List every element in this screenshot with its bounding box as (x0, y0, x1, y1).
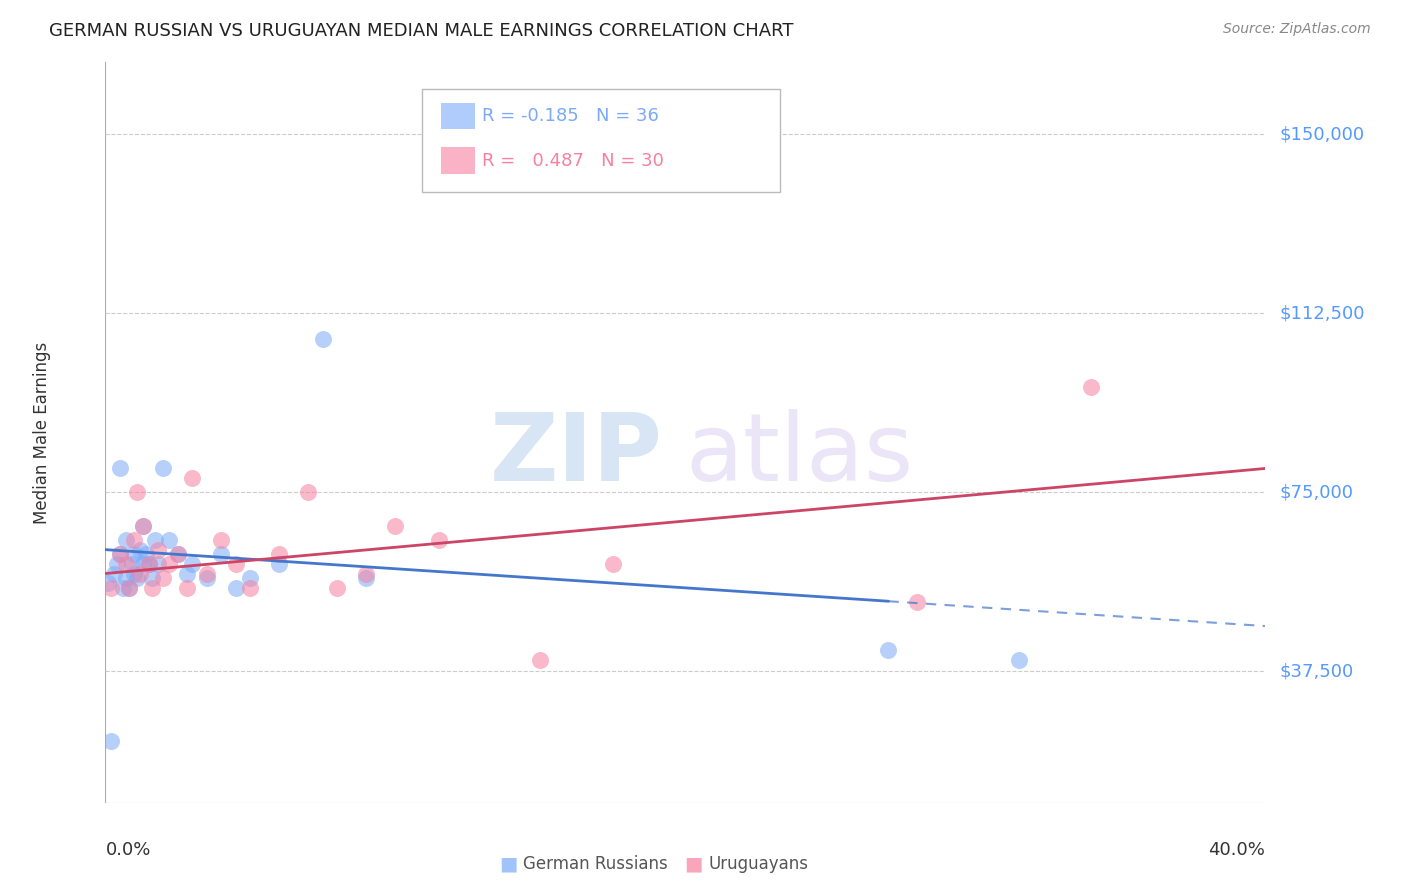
Text: $150,000: $150,000 (1279, 125, 1364, 143)
Point (114, 571, 136, 585)
Point (269, 548, 291, 562)
Point (312, 333, 335, 347)
Point (143, 533, 166, 547)
Point (211, 548, 233, 562)
Point (157, 557, 180, 571)
Point (135, 548, 157, 562)
Point (124, 548, 146, 562)
Point (907, 595, 929, 609)
Point (121, 557, 143, 571)
Point (181, 557, 204, 571)
Point (141, 581, 163, 595)
Point (225, 581, 247, 595)
Point (124, 566, 146, 581)
Point (195, 566, 218, 581)
Text: $75,000: $75,000 (1279, 483, 1354, 501)
Point (138, 557, 160, 571)
Point (167, 548, 190, 562)
Point (97, 576, 120, 591)
Point (239, 581, 262, 595)
Point (108, 548, 131, 562)
Point (152, 571, 174, 585)
Point (146, 542, 169, 557)
Point (129, 542, 152, 557)
Text: Uruguayans: Uruguayans (709, 855, 808, 872)
Point (1008, 652, 1031, 666)
Point (146, 557, 169, 571)
Text: Source: ZipAtlas.com: Source: ZipAtlas.com (1223, 22, 1371, 37)
Text: German Russians: German Russians (523, 855, 668, 872)
Point (1080, 380, 1102, 394)
Point (356, 566, 378, 581)
Point (269, 557, 291, 571)
Point (127, 485, 149, 500)
Text: 0.0%: 0.0% (105, 841, 150, 859)
Point (239, 571, 262, 585)
Point (297, 485, 319, 500)
Point (114, 557, 136, 571)
Text: Median Male Earnings: Median Male Earnings (32, 342, 51, 524)
Text: ■: ■ (499, 855, 517, 873)
Point (118, 581, 141, 595)
Point (124, 533, 146, 547)
Point (356, 571, 378, 585)
Text: GERMAN RUSSIAN VS URUGUAYAN MEDIAN MALE EARNINGS CORRELATION CHART: GERMAN RUSSIAN VS URUGUAYAN MEDIAN MALE … (49, 22, 794, 40)
Point (129, 566, 152, 581)
Text: 40.0%: 40.0% (1209, 841, 1265, 859)
Text: ZIP: ZIP (489, 409, 662, 500)
Point (384, 518, 406, 533)
Point (211, 533, 233, 547)
Text: R =   0.487   N = 30: R = 0.487 N = 30 (482, 152, 664, 169)
Text: ■: ■ (685, 855, 703, 873)
Point (176, 581, 198, 595)
Text: $112,500: $112,500 (1279, 304, 1365, 322)
Point (105, 557, 128, 571)
Text: $37,500: $37,500 (1279, 663, 1354, 681)
Point (181, 471, 204, 485)
Point (118, 581, 141, 595)
Point (108, 548, 131, 562)
Point (141, 571, 163, 585)
Text: R = -0.185   N = 36: R = -0.185 N = 36 (482, 107, 659, 125)
Point (111, 581, 134, 595)
Text: atlas: atlas (686, 409, 914, 500)
Point (326, 581, 349, 595)
Point (602, 557, 624, 571)
Point (195, 571, 218, 585)
Point (127, 571, 149, 585)
Point (103, 566, 125, 581)
Point (529, 652, 551, 666)
Point (132, 518, 155, 533)
Point (108, 461, 131, 475)
Point (152, 461, 174, 475)
Point (225, 557, 247, 571)
Point (427, 533, 450, 547)
Point (167, 548, 190, 562)
Point (132, 518, 155, 533)
Point (157, 533, 180, 547)
Point (100, 733, 122, 747)
Point (176, 566, 198, 581)
Point (877, 643, 900, 657)
Point (114, 533, 136, 547)
Point (138, 557, 160, 571)
Point (132, 557, 155, 571)
Point (100, 581, 122, 595)
